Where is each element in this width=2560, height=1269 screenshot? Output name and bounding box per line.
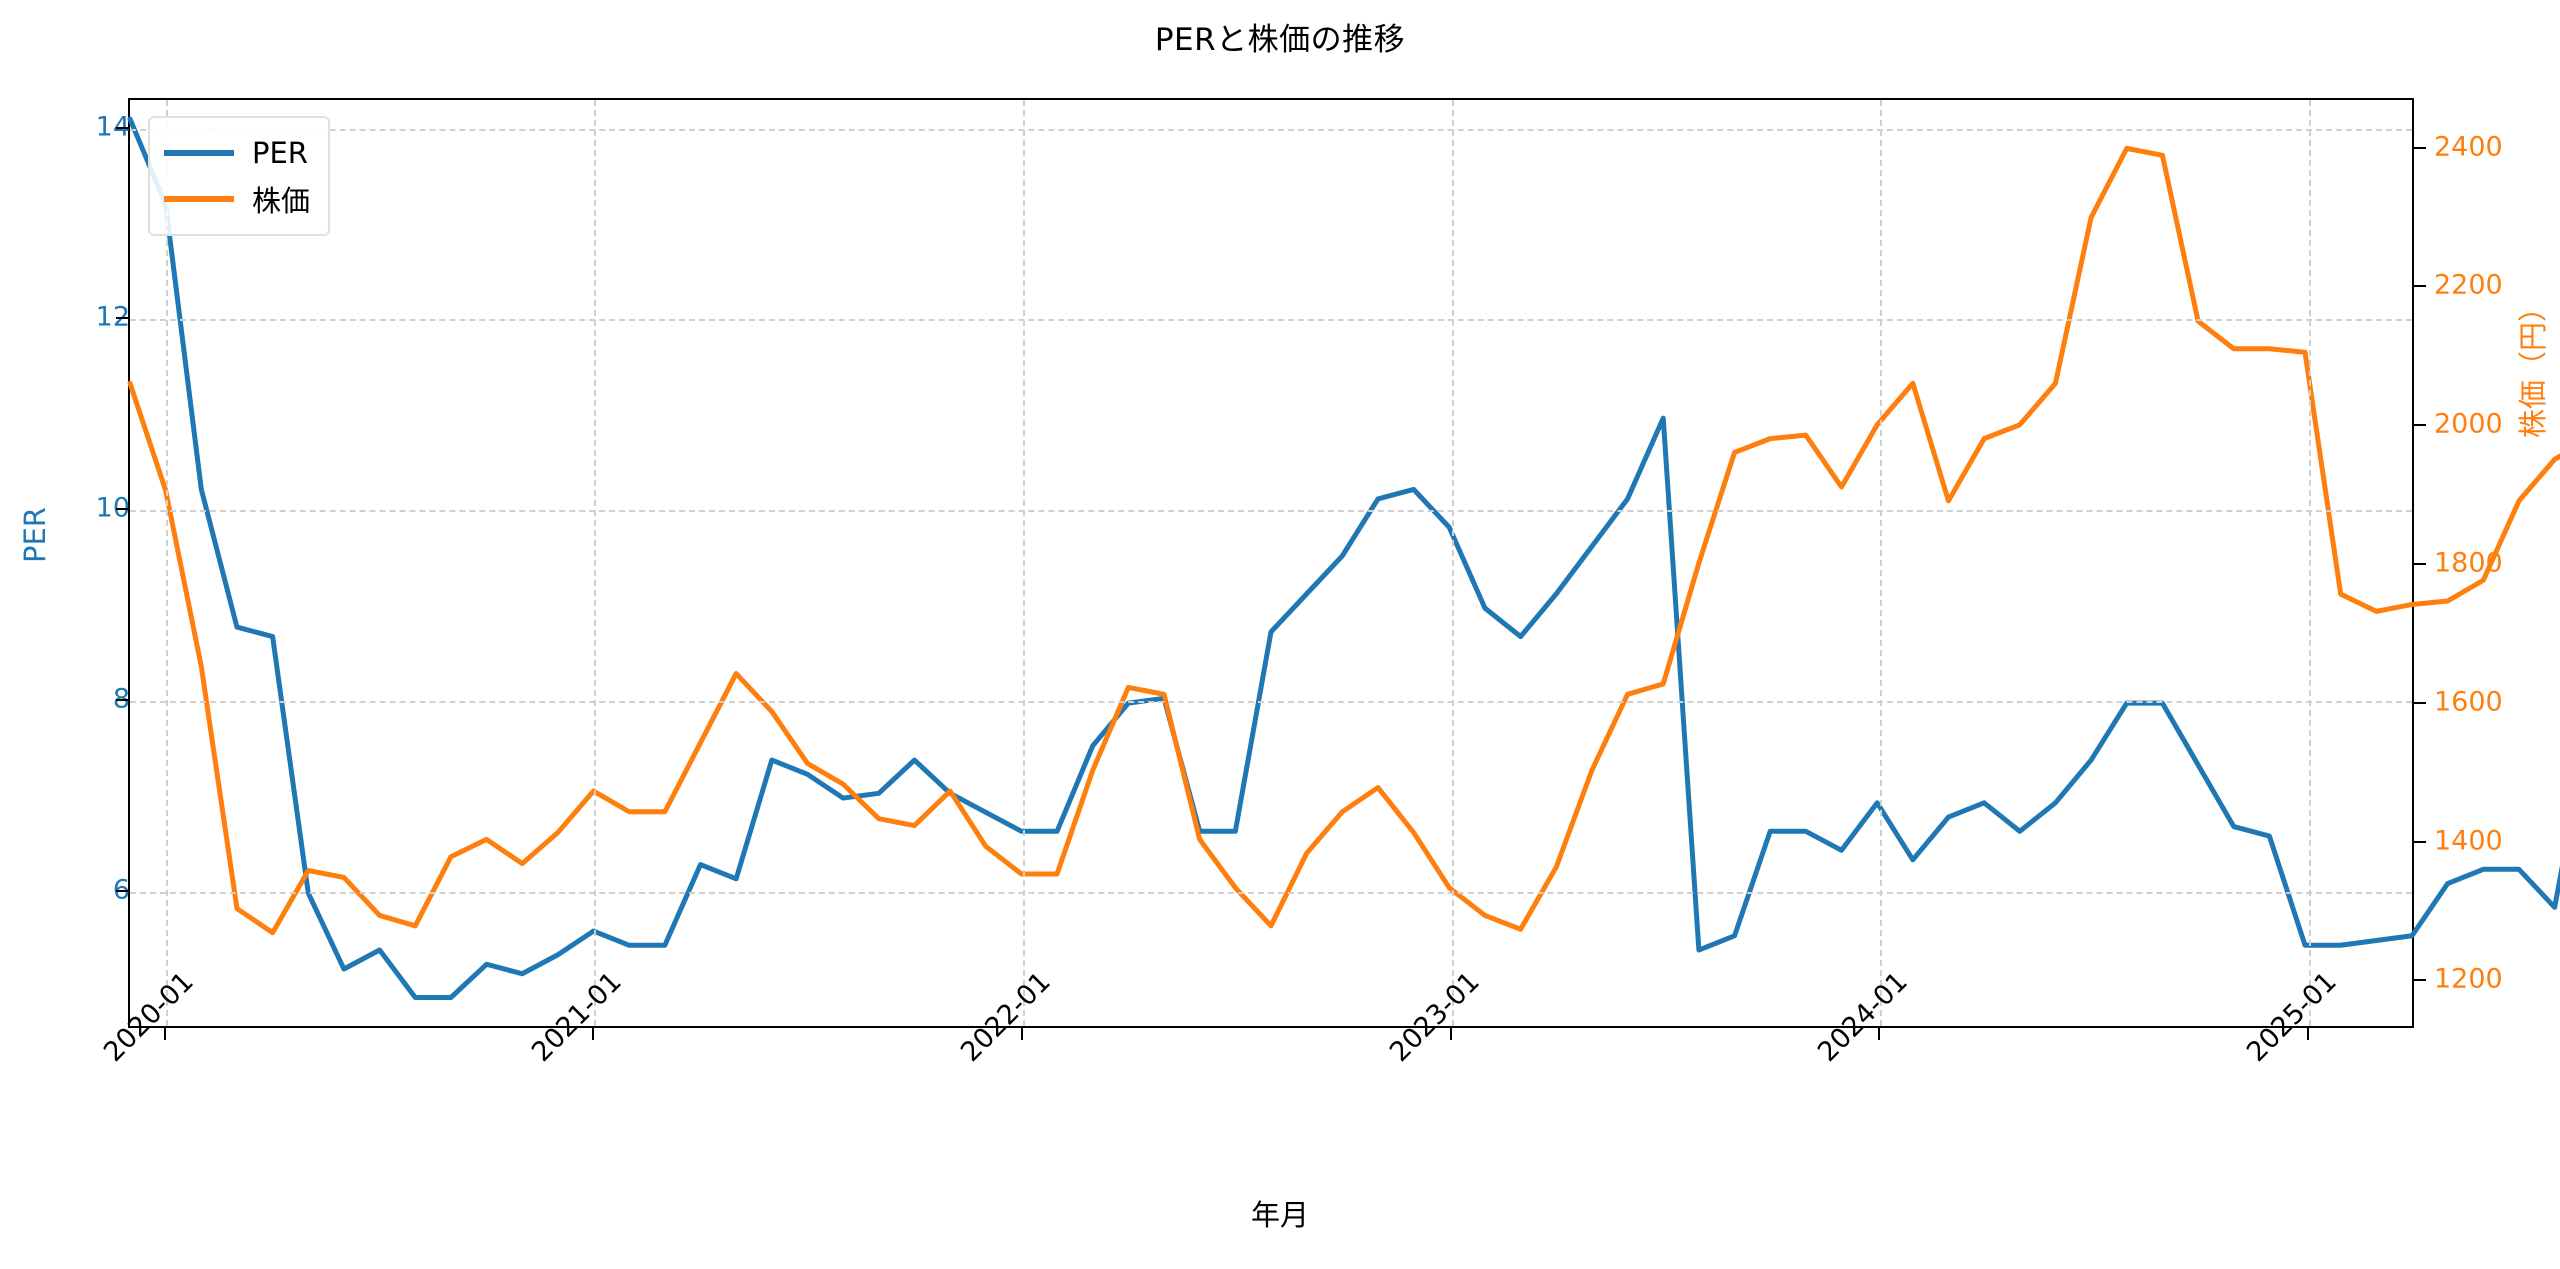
series-line-per <box>130 119 2560 998</box>
y-axis-left-tick-mark <box>116 698 128 701</box>
x-axis-tick-mark <box>1449 1028 1452 1040</box>
y-axis-right-tick-mark <box>2414 701 2426 704</box>
y-axis-right-tick-label: 1600 <box>2434 686 2503 718</box>
x-axis-label: 年月 <box>1250 1198 1309 1232</box>
y-axis-right-tick-mark <box>2414 285 2426 288</box>
y-axis-right-tick-label: 1400 <box>2434 825 2503 857</box>
y-axis-right-tick-label: 2400 <box>2434 131 2503 163</box>
y-axis-left-label: PER <box>18 507 52 563</box>
legend-label-kabuka: 株価 <box>252 184 311 218</box>
y-axis-right-tick-mark <box>2414 424 2426 427</box>
x-axis-tick-mark <box>1878 1028 1881 1040</box>
y-axis-left-tick-mark <box>116 317 128 320</box>
y-axis-left-tick-mark <box>116 508 128 511</box>
series-line-kabuka <box>130 148 2560 932</box>
y-axis-right-tick-label: 1200 <box>2434 963 2503 995</box>
chart-title: PERと株価の推移 <box>1154 22 1406 58</box>
plot-area <box>128 98 2414 1028</box>
y-axis-left-tick-mark <box>116 126 128 129</box>
y-axis-right-tick-mark <box>2414 979 2426 982</box>
y-axis-right-tick-label: 2200 <box>2434 269 2503 301</box>
x-axis-tick-mark <box>1020 1028 1023 1040</box>
y-axis-left-tick-mark <box>116 889 128 892</box>
legend-swatch-per-icon <box>164 150 234 156</box>
legend-label-per: PER <box>252 136 308 170</box>
x-axis-tick-mark <box>2306 1028 2309 1040</box>
x-axis-tick-mark <box>163 1028 166 1040</box>
y-axis-right-tick-label: 1800 <box>2434 547 2503 579</box>
legend-swatch-kabuka-icon <box>164 196 234 202</box>
y-axis-right-tick-label: 2000 <box>2434 408 2503 440</box>
y-axis-right-label: 株価（円） <box>2516 292 2550 438</box>
y-axis-right-tick-mark <box>2414 146 2426 149</box>
y-axis-right-tick-mark <box>2414 840 2426 843</box>
chart-legend: PER 株価 <box>148 116 331 236</box>
y-axis-right-tick-mark <box>2414 563 2426 565</box>
series-lines <box>130 100 2412 1026</box>
legend-item-per[interactable]: PER <box>164 130 310 176</box>
legend-item-kabuka[interactable]: 株価 <box>164 176 310 222</box>
x-axis-tick-mark <box>592 1028 595 1040</box>
